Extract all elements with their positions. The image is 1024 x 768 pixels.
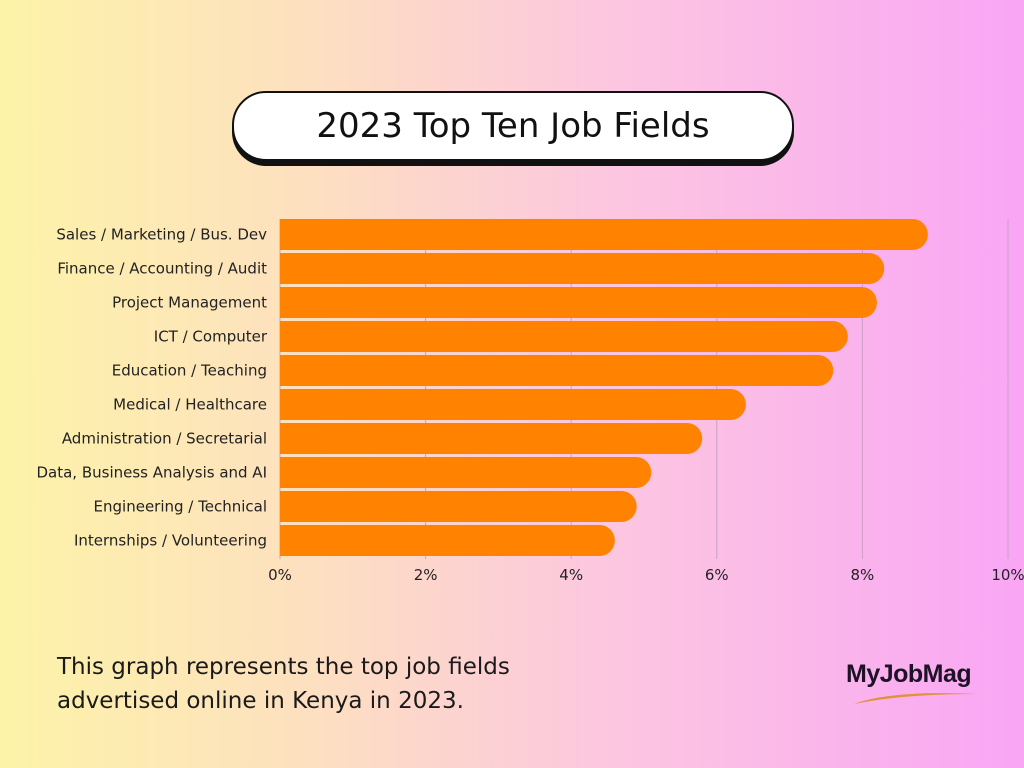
x-tick-label: 0% — [268, 566, 292, 584]
y-category-label: Finance / Accounting / Audit — [57, 260, 267, 278]
x-tick-label: 10% — [991, 566, 1024, 584]
bar — [280, 491, 637, 522]
y-category-label: Medical / Healthcare — [113, 396, 267, 414]
bar — [280, 457, 652, 488]
bar — [280, 219, 928, 250]
y-category-label: Education / Teaching — [112, 362, 267, 380]
x-tick-label: 4% — [559, 566, 583, 584]
bar — [280, 321, 848, 352]
y-category-label: Internships / Volunteering — [74, 532, 267, 550]
bar — [280, 423, 703, 454]
bar — [280, 389, 746, 420]
bar — [280, 287, 877, 318]
x-tick-label: 2% — [414, 566, 438, 584]
x-tick-label: 6% — [705, 566, 729, 584]
bar — [280, 525, 615, 556]
bar — [280, 253, 885, 284]
y-category-label: Engineering / Technical — [94, 498, 267, 516]
chart-title: 2023 Top Ten Job Fields — [232, 91, 794, 161]
caption: This graph represents the top job fields… — [57, 654, 510, 714]
x-tick-label: 8% — [851, 566, 875, 584]
y-category-label: Data, Business Analysis and AI — [36, 464, 267, 482]
y-category-label: Sales / Marketing / Bus. Dev — [56, 226, 267, 244]
y-category-label: ICT / Computer — [154, 328, 268, 346]
logo-text: MyJobMag — [846, 660, 972, 688]
logo-swoosh-icon — [854, 693, 977, 704]
myjobmag-logo: MyJobMag — [846, 660, 977, 704]
y-category-label: Administration / Secretarial — [62, 430, 267, 448]
bar — [280, 355, 834, 386]
y-category-label: Project Management — [112, 294, 267, 312]
